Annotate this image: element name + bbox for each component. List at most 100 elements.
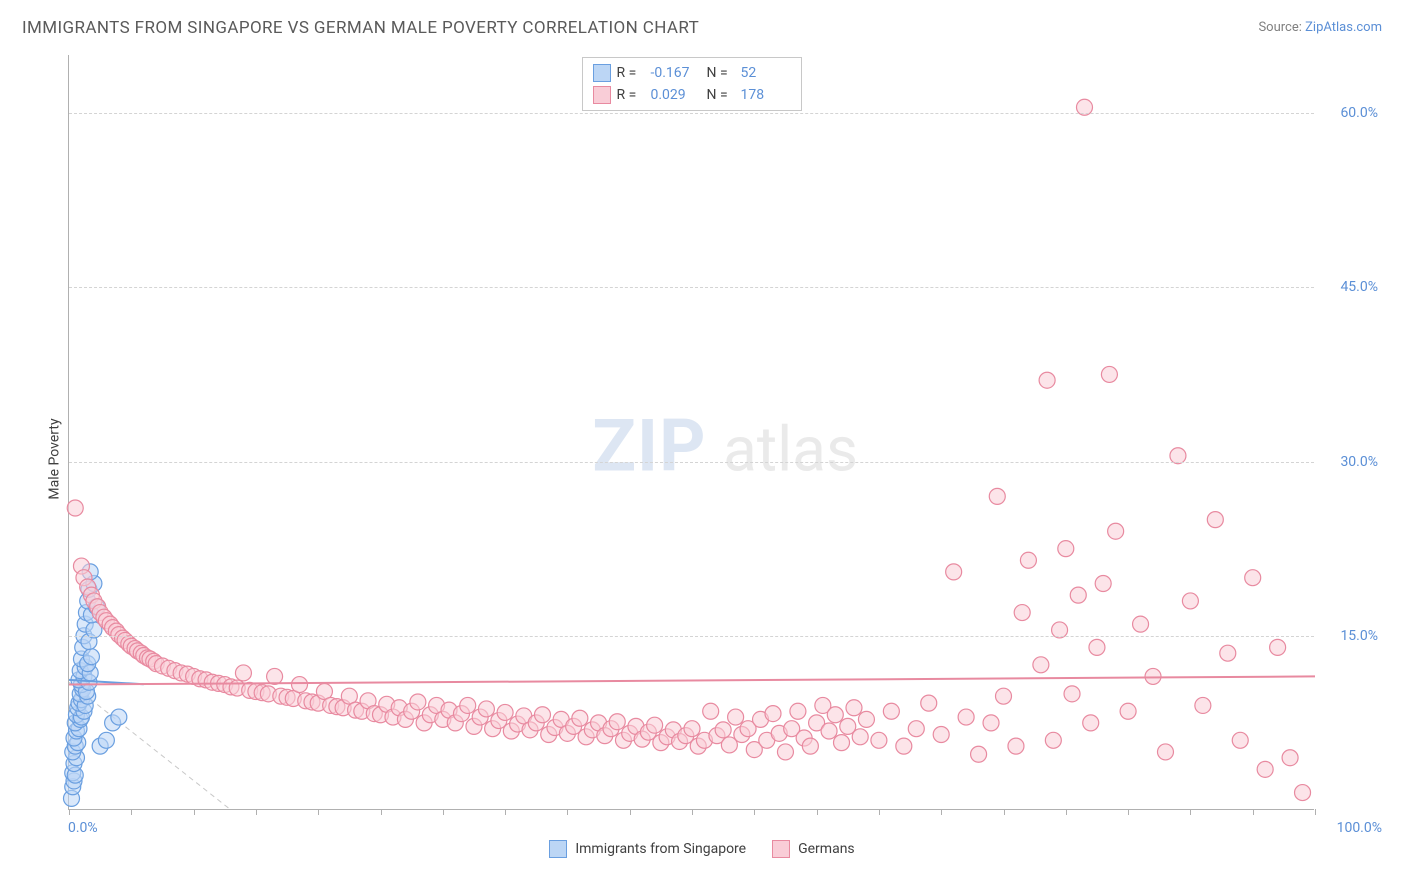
data-point-german	[647, 717, 663, 733]
grid-line	[69, 462, 1314, 463]
grid-line	[69, 287, 1314, 288]
y-tick-label: 60.0%	[1320, 105, 1378, 121]
data-point-german	[703, 703, 719, 719]
x-tick	[256, 809, 257, 815]
data-point-german	[410, 694, 426, 710]
data-point-german	[983, 715, 999, 731]
x-tick	[194, 809, 195, 815]
watermark-atlas: atlas	[723, 413, 858, 486]
data-point-german	[1020, 552, 1036, 568]
data-point-german	[852, 729, 868, 745]
x-axis-min-label: 0.0%	[68, 820, 98, 836]
data-point-german	[478, 701, 494, 717]
x-tick	[443, 809, 444, 815]
legend-swatch	[593, 86, 611, 104]
data-point-german	[858, 711, 874, 727]
x-tick	[817, 809, 818, 815]
data-point-german	[921, 695, 937, 711]
data-point-german	[715, 722, 731, 738]
chart-container: Male Poverty ZIPatlas R =-0.167N =52R =0…	[22, 55, 1382, 862]
watermark-zip: ZIP	[592, 403, 706, 488]
data-point-german	[834, 735, 850, 751]
data-point-german	[67, 500, 83, 516]
data-point-german	[790, 703, 806, 719]
x-tick	[1253, 809, 1254, 815]
x-tick	[879, 809, 880, 815]
data-point-german	[572, 710, 588, 726]
x-tick	[69, 809, 70, 815]
n-label: N =	[707, 87, 735, 103]
series-legend-item: Germans	[772, 840, 855, 858]
data-point-singapore	[98, 732, 114, 748]
data-point-german	[883, 703, 899, 719]
data-point-german	[846, 700, 862, 716]
x-tick	[1128, 809, 1129, 815]
data-point-german	[1133, 616, 1149, 632]
data-point-german	[1095, 576, 1111, 592]
data-point-german	[1101, 366, 1117, 382]
regression-line-german	[69, 676, 1315, 684]
data-point-german	[1083, 715, 1099, 731]
data-point-singapore	[111, 709, 127, 725]
data-point-german	[1033, 657, 1049, 673]
data-point-german	[1282, 750, 1298, 766]
y-axis-label: Male Poverty	[47, 418, 63, 499]
legend-label: Immigrants from Singapore	[575, 841, 746, 857]
r-value: 0.029	[651, 87, 701, 103]
data-point-german	[1207, 512, 1223, 528]
series-legend: Immigrants from Singapore Germans	[22, 840, 1382, 858]
x-tick	[941, 809, 942, 815]
scatter-plot-svg: ZIPatlas	[69, 55, 1314, 809]
y-tick-label: 15.0%	[1320, 628, 1378, 644]
data-point-german	[1257, 761, 1273, 777]
r-value: -0.167	[651, 65, 701, 81]
data-point-german	[609, 714, 625, 730]
grid-line	[69, 113, 1314, 114]
x-tick	[381, 809, 382, 815]
n-value: 52	[741, 65, 791, 81]
chart-title: IMMIGRANTS FROM SINGAPORE VS GERMAN MALE…	[22, 18, 699, 38]
data-point-german	[958, 709, 974, 725]
data-point-german	[1195, 697, 1211, 713]
n-label: N =	[707, 65, 735, 81]
x-tick	[505, 809, 506, 815]
series-legend-item: Immigrants from Singapore	[549, 840, 746, 858]
y-tick-label: 45.0%	[1320, 279, 1378, 295]
data-point-german	[1008, 738, 1024, 754]
data-point-german	[1014, 605, 1030, 621]
x-tick	[131, 809, 132, 815]
x-tick	[1066, 809, 1067, 815]
data-point-german	[827, 707, 843, 723]
source-label: Source:	[1258, 20, 1301, 35]
grid-line	[69, 636, 1314, 637]
x-tick	[1315, 809, 1316, 815]
data-point-german	[908, 721, 924, 737]
data-point-german	[896, 738, 912, 754]
x-tick	[754, 809, 755, 815]
data-point-german	[497, 704, 513, 720]
data-point-german	[946, 564, 962, 580]
data-point-german	[1064, 686, 1080, 702]
legend-swatch	[593, 64, 611, 82]
r-label: R =	[617, 87, 645, 103]
data-point-german	[460, 697, 476, 713]
data-point-german	[777, 744, 793, 760]
data-point-german	[1270, 639, 1286, 655]
data-point-german	[802, 738, 818, 754]
data-point-german	[1182, 593, 1198, 609]
data-point-german	[765, 706, 781, 722]
data-point-german	[1045, 732, 1061, 748]
stats-legend-row-german: R =0.029N =178	[593, 84, 791, 106]
data-point-german	[1220, 645, 1236, 661]
x-tick	[567, 809, 568, 815]
data-point-german	[933, 727, 949, 743]
stats-legend: R =-0.167N =52R =0.029N =178	[582, 57, 802, 111]
data-point-german	[1120, 703, 1136, 719]
data-point-german	[1039, 372, 1055, 388]
source-link[interactable]: ZipAtlas.com	[1305, 20, 1382, 35]
data-point-german	[1157, 744, 1173, 760]
data-point-german	[1232, 732, 1248, 748]
x-tick	[692, 809, 693, 815]
data-point-german	[1145, 668, 1161, 684]
plot-area: ZIPatlas R =-0.167N =52R =0.029N =178 15…	[68, 55, 1314, 810]
